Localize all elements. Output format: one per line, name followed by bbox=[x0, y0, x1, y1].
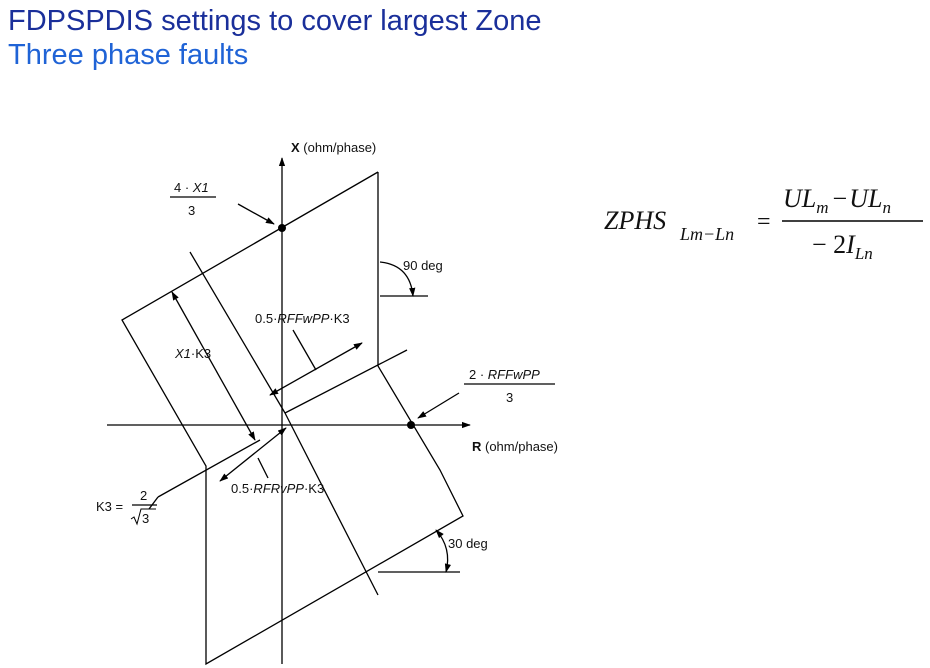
zone-boundary bbox=[121, 171, 464, 666]
formula-equals: = bbox=[757, 209, 771, 235]
r-axis-label: R (ohm/phase) bbox=[472, 439, 558, 454]
rffw-intercept-point bbox=[407, 421, 415, 429]
slide-title: FDPSPDIS settings to cover largest Zone bbox=[8, 5, 542, 37]
formula-lhs-subscript: Lm−Ln bbox=[679, 224, 734, 244]
x1-fraction-numerator: 4 · X1 bbox=[174, 180, 209, 195]
formula-denominator: − 2ILn bbox=[812, 230, 873, 263]
angle-90-label: 90 deg bbox=[403, 258, 443, 273]
angle-90-arc bbox=[379, 261, 416, 297]
formula-lhs: ZPHS bbox=[604, 206, 666, 235]
k3-numerator: 2 bbox=[140, 488, 147, 503]
angle-30-arc bbox=[435, 529, 452, 573]
x1k3-label: X1·K3 bbox=[174, 346, 211, 361]
rffw-fraction-numerator: 2 · RFFwPP bbox=[469, 367, 540, 382]
rffw-fraction-denominator: 3 bbox=[506, 390, 513, 405]
slide-subtitle: Three phase faults bbox=[8, 39, 249, 71]
x1k3-dimension bbox=[171, 291, 256, 441]
x1-intercept-point bbox=[278, 224, 286, 232]
sqrt-sign-icon bbox=[130, 508, 156, 526]
x1-leader-arrow bbox=[237, 203, 275, 225]
x-axis-label: X (ohm/phase) bbox=[291, 140, 376, 155]
formula-numerator: ULm −ULn bbox=[783, 184, 891, 217]
boundary-line-upper bbox=[189, 251, 286, 414]
half-rffw-label: 0.5·RFFwPP·K3 bbox=[255, 311, 350, 326]
angle-30-label: 30 deg bbox=[448, 536, 488, 551]
k3-leader bbox=[148, 496, 159, 510]
k3-denominator: 3 bbox=[142, 511, 149, 526]
boundary-line-lower bbox=[284, 412, 379, 596]
half-rfrv-dimension bbox=[219, 427, 287, 482]
half-rfrv-label: 0.5·RFRvPP·K3 bbox=[231, 481, 324, 496]
x1-fraction-denominator: 3 bbox=[188, 203, 195, 218]
rffw-leader-arrow bbox=[417, 392, 460, 419]
k3-label: K3 = bbox=[96, 499, 123, 514]
forward-direction-line bbox=[284, 349, 408, 414]
zphs-formula: ZPHS Lm−Ln = ULm −ULn − 2ILn bbox=[604, 184, 923, 263]
